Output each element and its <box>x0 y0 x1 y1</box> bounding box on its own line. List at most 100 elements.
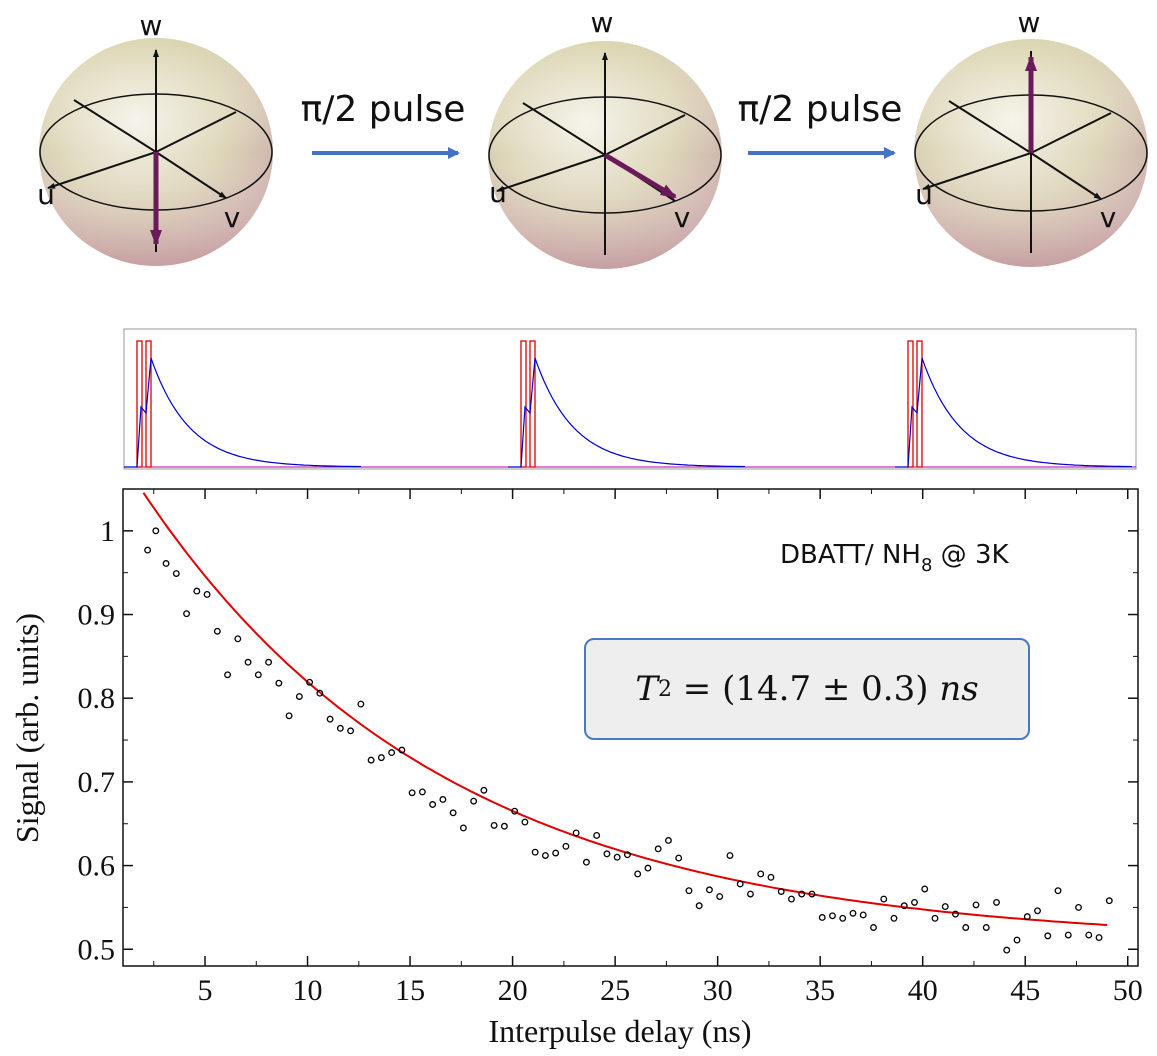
data-point <box>716 893 724 900</box>
y-tick-label: 1 <box>100 515 115 548</box>
pulse-label-2: π/2 pulse <box>738 89 903 130</box>
data-point <box>870 924 877 931</box>
data-point <box>531 848 539 856</box>
pulse-gate <box>136 340 143 468</box>
data-point <box>572 829 580 837</box>
data-point <box>254 671 262 679</box>
data-point <box>613 853 621 861</box>
x-tick-label: 45 <box>1010 974 1040 1007</box>
data-point <box>1095 934 1103 941</box>
x-tick-label: 20 <box>498 974 528 1007</box>
data-point <box>726 852 734 859</box>
data-point <box>418 788 426 796</box>
data-point <box>695 902 703 910</box>
data-point <box>459 824 467 832</box>
y-tick-label: 0.7 <box>78 766 116 799</box>
data-point <box>603 850 611 858</box>
bloch-sphere-3 <box>914 39 1148 267</box>
data-point <box>634 870 642 878</box>
data-point <box>911 898 918 906</box>
pulse-trace <box>508 357 746 468</box>
data-point <box>234 635 242 643</box>
bloch-sphere-2 <box>488 41 722 269</box>
sample-label: DBATT/ NH8 @ 3K <box>780 540 1009 576</box>
data-point <box>993 898 1000 906</box>
data-point <box>388 749 396 757</box>
pulse-gate <box>529 340 536 468</box>
data-point <box>439 796 447 803</box>
data-point <box>1054 887 1062 895</box>
x-tick-label: 10 <box>293 974 323 1007</box>
data-point <box>541 852 549 859</box>
data-point <box>623 851 631 859</box>
data-point <box>931 914 939 922</box>
data-point <box>839 914 847 922</box>
data-point <box>193 587 201 595</box>
data-point <box>408 789 416 797</box>
pulse-sequence-panel <box>123 328 1137 470</box>
data-point <box>336 724 344 732</box>
data-point <box>213 627 221 635</box>
data-point <box>788 895 795 903</box>
pulse-gate <box>907 340 914 468</box>
data-point <box>675 854 683 862</box>
data-point <box>203 590 211 598</box>
y-axis-ticks: 0.5 0.6 0.7 0.8 0.9 1 <box>78 515 1138 966</box>
x-tick-label: 5 <box>198 974 213 1007</box>
pulse-gate <box>520 340 527 468</box>
data-point <box>244 658 252 666</box>
sphere2-axis-u: u <box>489 176 507 209</box>
data-point <box>798 890 806 898</box>
y-tick-label: 0.9 <box>78 599 116 632</box>
sphere1-axis-v: v <box>224 201 241 234</box>
data-point <box>398 746 406 754</box>
sphere2-axis-w: w <box>591 6 614 39</box>
x-tick-label: 30 <box>703 974 733 1007</box>
data-point <box>144 546 152 554</box>
x-tick-label: 40 <box>908 974 938 1007</box>
y-axis-label: Signal (arb. units) <box>9 613 45 843</box>
data-point <box>224 671 232 679</box>
y-tick-label: 0.5 <box>78 933 116 966</box>
data-point <box>285 712 293 720</box>
data-point <box>1064 931 1072 939</box>
data-point <box>162 560 170 567</box>
pulse-gate <box>916 340 923 468</box>
sample-label-suffix: @ 3K <box>932 540 1009 570</box>
data-point <box>818 914 826 921</box>
sphere1-axis-u: u <box>37 178 55 211</box>
data-point <box>1075 903 1082 911</box>
data-point <box>470 797 478 805</box>
data-point <box>777 888 785 895</box>
data-point <box>152 527 160 535</box>
pulse-gate <box>145 340 152 468</box>
data-point <box>859 911 867 919</box>
data-point <box>1085 931 1093 939</box>
x-tick-label: 35 <box>805 974 835 1007</box>
fit-T-sub: 2 <box>658 676 672 702</box>
data-point <box>1044 932 1052 940</box>
data-point <box>582 858 590 866</box>
data-point <box>747 890 754 898</box>
x-tick-label: 25 <box>600 974 630 1007</box>
data-point <box>1034 907 1041 915</box>
pulse-group <box>508 340 746 468</box>
data-point <box>941 903 949 911</box>
data-point <box>347 727 355 735</box>
data-point <box>664 837 672 844</box>
data-point <box>921 885 929 893</box>
data-point <box>490 821 498 829</box>
data-point <box>757 870 765 878</box>
sample-label-main: DBATT/ NH <box>780 540 921 570</box>
pulse-trace <box>895 357 1133 468</box>
data-point <box>685 887 693 895</box>
sphere3-axis-w: w <box>1018 6 1041 39</box>
sample-label-sub: 8 <box>921 555 932 576</box>
data-point <box>1105 897 1113 905</box>
data-point <box>644 864 652 872</box>
data-point <box>357 700 365 708</box>
data-point <box>736 880 744 888</box>
data-point <box>962 924 970 931</box>
